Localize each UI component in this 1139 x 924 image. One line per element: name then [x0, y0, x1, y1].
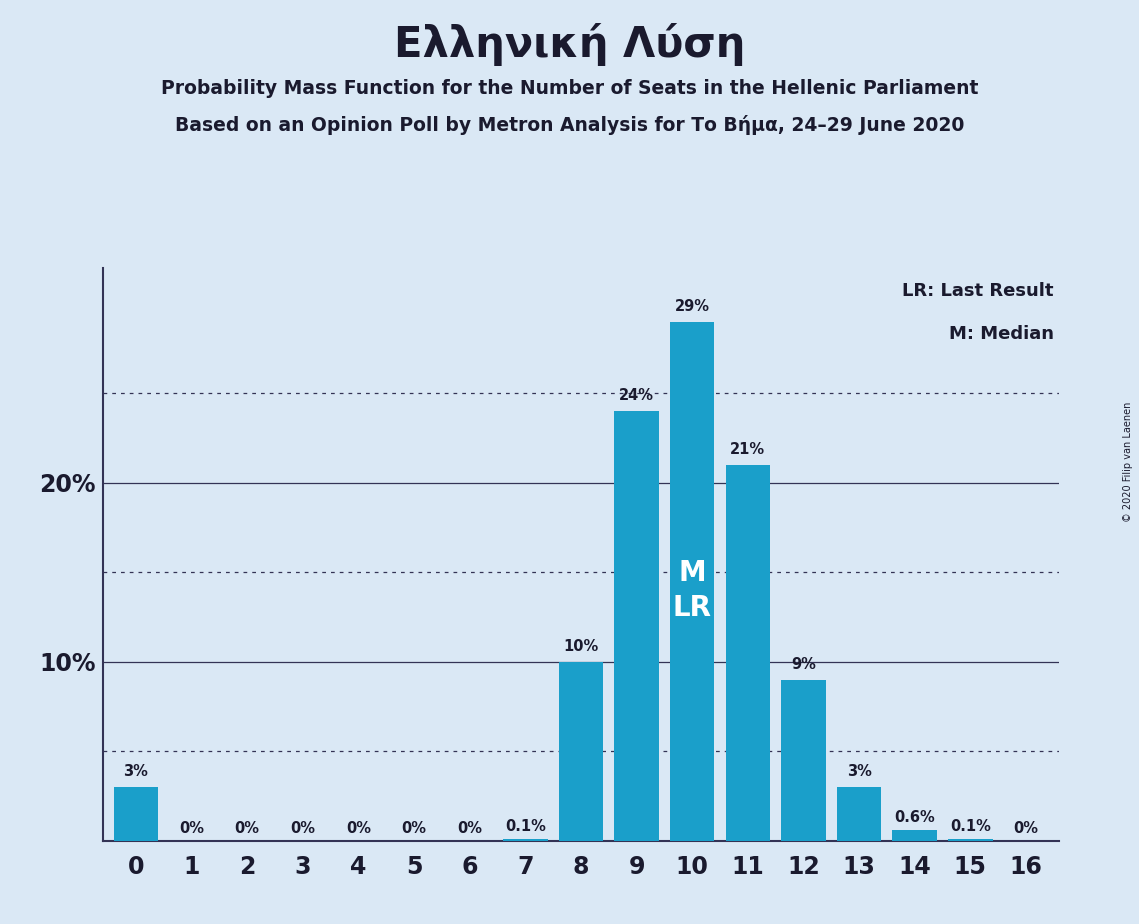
Text: 9%: 9% [790, 657, 816, 672]
Text: 0%: 0% [179, 821, 204, 836]
Text: 21%: 21% [730, 442, 765, 456]
Text: 0%: 0% [290, 821, 316, 836]
Bar [670, 322, 714, 841]
Text: M: Median: M: Median [949, 325, 1054, 343]
Bar [726, 465, 770, 841]
Text: M
LR: M LR [673, 559, 712, 622]
Text: 3%: 3% [846, 764, 871, 779]
Bar [781, 680, 826, 841]
Text: 24%: 24% [618, 388, 654, 403]
Text: 3%: 3% [123, 764, 148, 779]
Text: 0%: 0% [1014, 821, 1039, 836]
Text: 0.1%: 0.1% [950, 819, 991, 833]
Text: 29%: 29% [674, 298, 710, 313]
Text: Probability Mass Function for the Number of Seats in the Hellenic Parliament: Probability Mass Function for the Number… [161, 79, 978, 98]
Bar [948, 839, 992, 841]
Bar [558, 662, 604, 841]
Text: 10%: 10% [564, 638, 598, 654]
Bar [614, 411, 658, 841]
Text: 0.6%: 0.6% [894, 809, 935, 825]
Text: 0%: 0% [402, 821, 426, 836]
Text: 0%: 0% [346, 821, 371, 836]
Bar [503, 839, 548, 841]
Bar [114, 787, 158, 841]
Text: Ελληνική Λύση: Ελληνική Λύση [394, 23, 745, 67]
Bar [837, 787, 882, 841]
Text: 0%: 0% [457, 821, 482, 836]
Bar [892, 830, 937, 841]
Text: LR: Last Result: LR: Last Result [902, 283, 1054, 300]
Text: 0.1%: 0.1% [505, 819, 546, 833]
Text: © 2020 Filip van Laenen: © 2020 Filip van Laenen [1123, 402, 1133, 522]
Text: 0%: 0% [235, 821, 260, 836]
Text: Based on an Opinion Poll by Metron Analysis for Το Βήμα, 24–29 June 2020: Based on an Opinion Poll by Metron Analy… [174, 115, 965, 135]
